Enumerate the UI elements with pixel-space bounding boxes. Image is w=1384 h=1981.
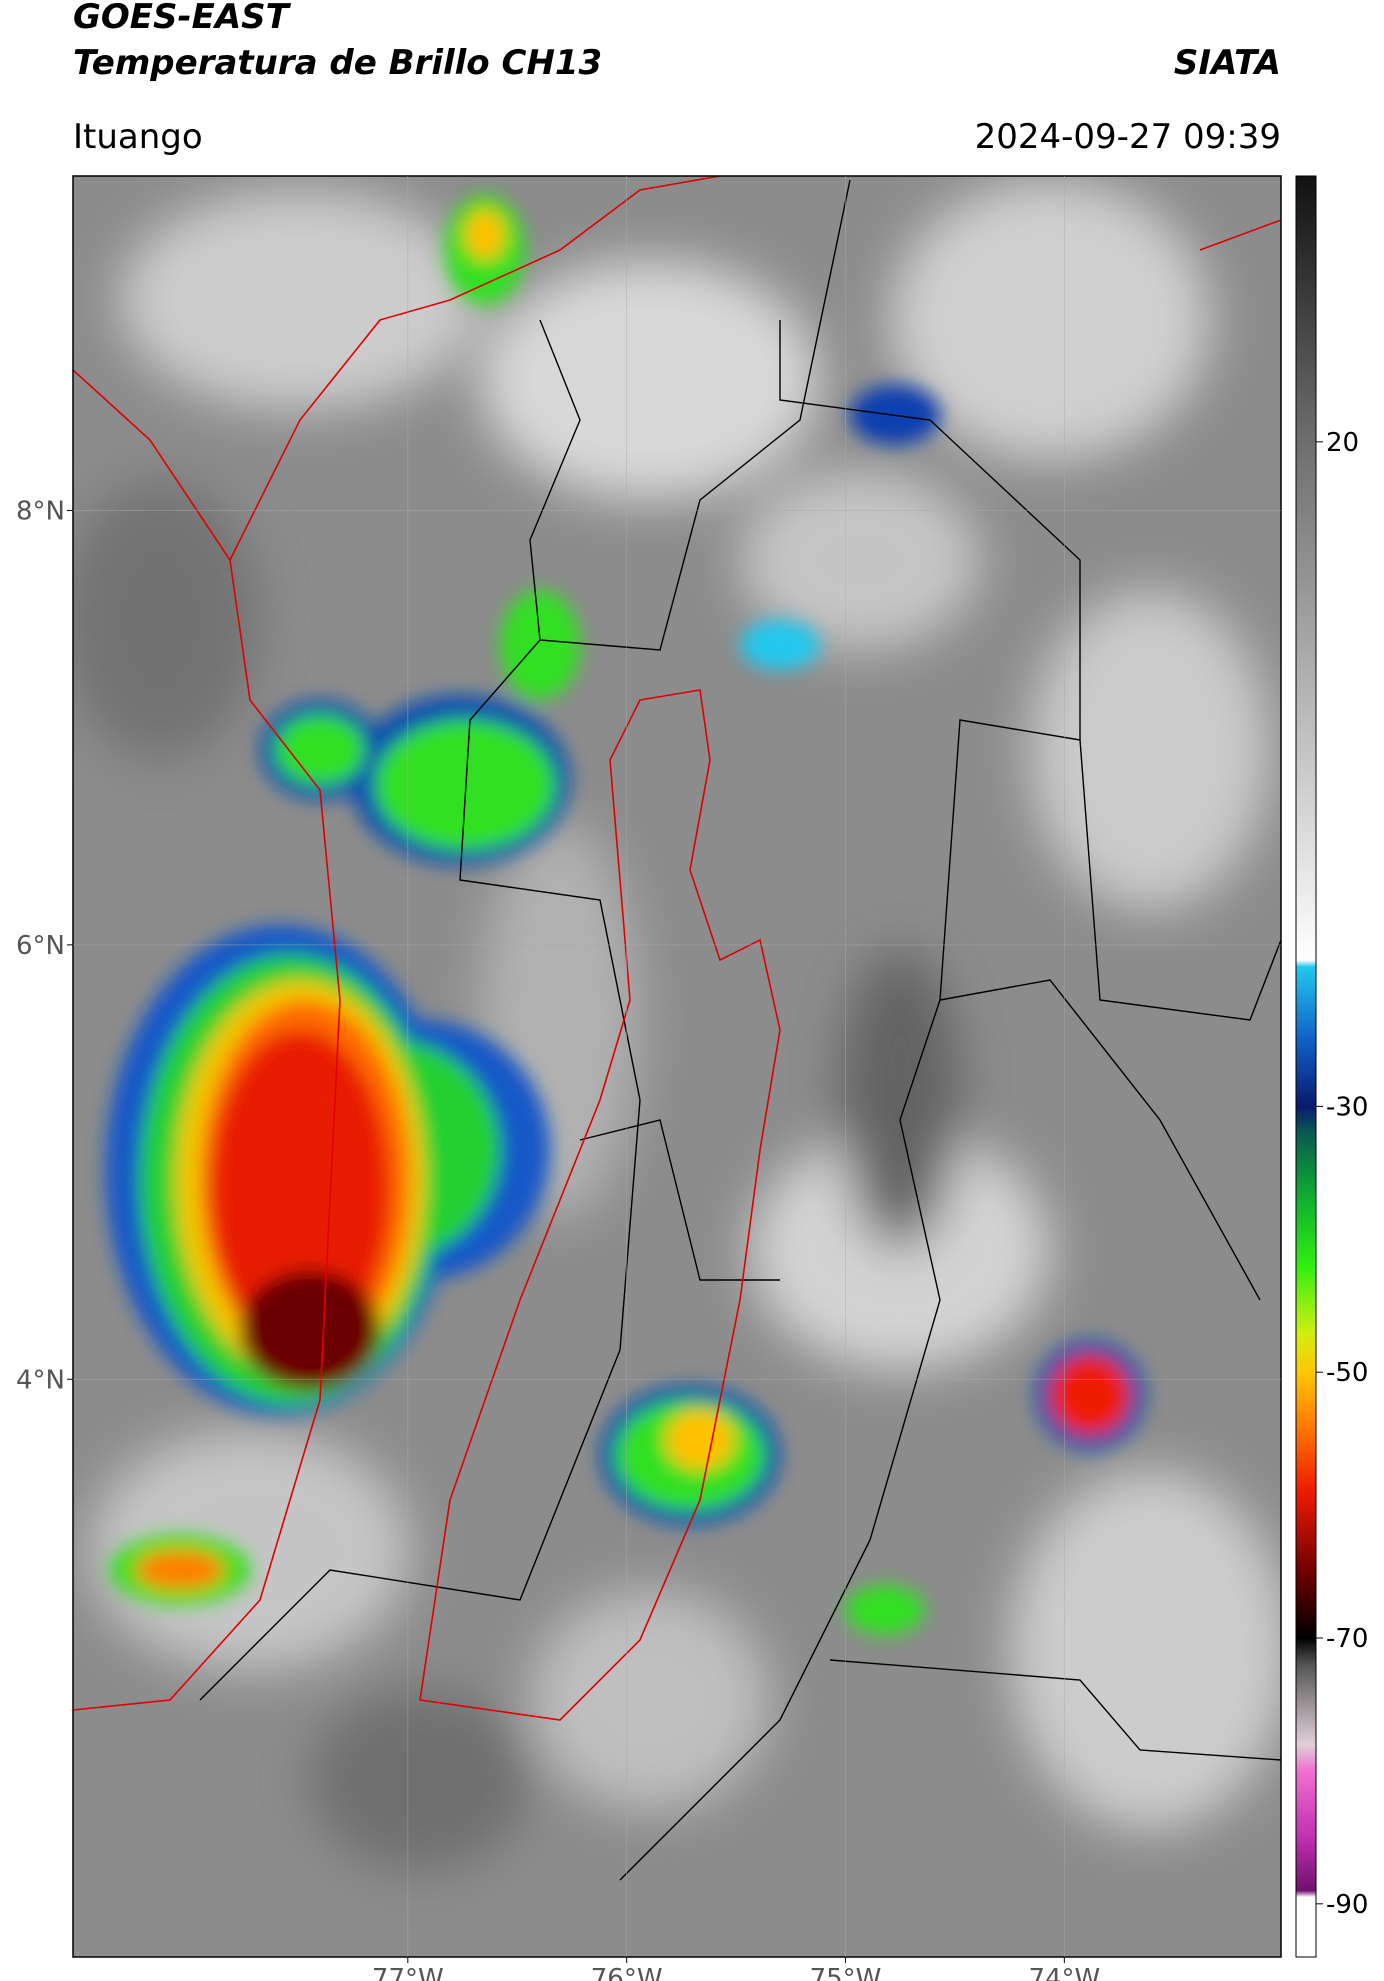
colorbar-tick-label: -30	[1326, 1092, 1368, 1122]
title: GOES-EAST	[73, 0, 292, 37]
map-frame	[72, 175, 1282, 1958]
source: SIATA	[1174, 43, 1281, 83]
colorbar	[1295, 175, 1317, 1958]
colorbar-tick-label: 20	[1326, 428, 1359, 458]
x-tick-label: 77°W	[372, 1964, 444, 1981]
colorbar-tick-label: -50	[1326, 1358, 1368, 1388]
satellite-image	[73, 176, 1281, 1957]
colorbar-tick-label: -90	[1326, 1890, 1368, 1920]
x-tick-label: 74°W	[1028, 1964, 1100, 1981]
x-tick-label: 75°W	[810, 1964, 882, 1981]
colorbar-tick-label: -70	[1326, 1624, 1368, 1654]
x-tick-label: 76°W	[591, 1964, 663, 1981]
timestamp: 2024-09-27 09:39	[975, 117, 1281, 157]
y-tick-label: 4°N	[16, 1365, 65, 1395]
region: Ituango	[73, 117, 203, 157]
y-tick-label: 8°N	[16, 496, 65, 526]
subtitle: Temperatura de Brillo CH13	[73, 43, 602, 83]
y-tick-label: 6°N	[16, 931, 65, 961]
